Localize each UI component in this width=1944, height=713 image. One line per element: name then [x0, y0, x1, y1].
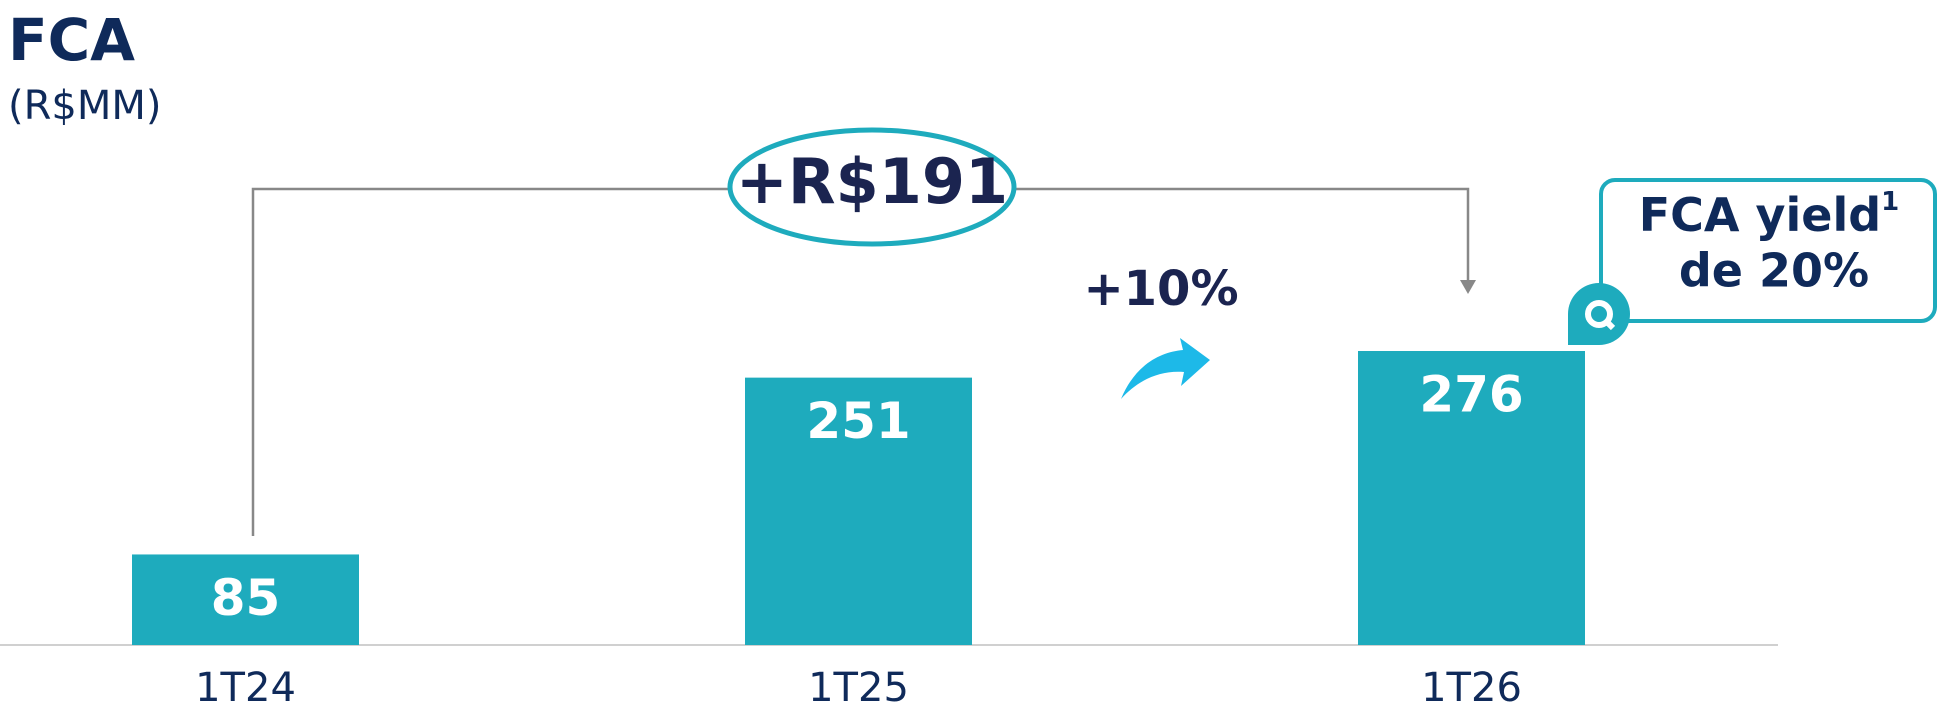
callout-icon-tail — [1602, 317, 1616, 331]
bracket-right — [1014, 187, 1470, 283]
callout-icon-q — [1585, 300, 1613, 328]
callout-line2: de 20% — [1679, 244, 1869, 298]
x-tick-label: 1T26 — [1421, 665, 1522, 711]
x-tick-label: 1T25 — [808, 665, 909, 711]
chart-subtitle: (R$MM) — [8, 83, 161, 129]
bar — [745, 377, 972, 645]
bar — [1358, 351, 1585, 645]
callout-sup: 1 — [1881, 187, 1899, 217]
value-label: 276 — [1419, 366, 1523, 424]
bar — [132, 554, 359, 645]
value-label: 251 — [806, 392, 910, 450]
chart-title: FCA — [8, 6, 135, 74]
bracket-arrow — [1460, 280, 1476, 294]
callout-text: FCA yield1 — [1639, 187, 1900, 242]
x-tick-label: 1T24 — [195, 665, 296, 711]
total-change: +R$191 — [736, 145, 1008, 218]
callout-icon — [1568, 283, 1630, 345]
growth-label: +10% — [1083, 261, 1238, 317]
callout-line1: FCA yield — [1639, 188, 1881, 242]
growth-arrow — [1121, 338, 1210, 399]
change-ellipse — [727, 127, 1017, 247]
bracket-left — [251, 187, 730, 536]
value-label: 85 — [211, 569, 281, 627]
callout-box — [1599, 178, 1937, 323]
